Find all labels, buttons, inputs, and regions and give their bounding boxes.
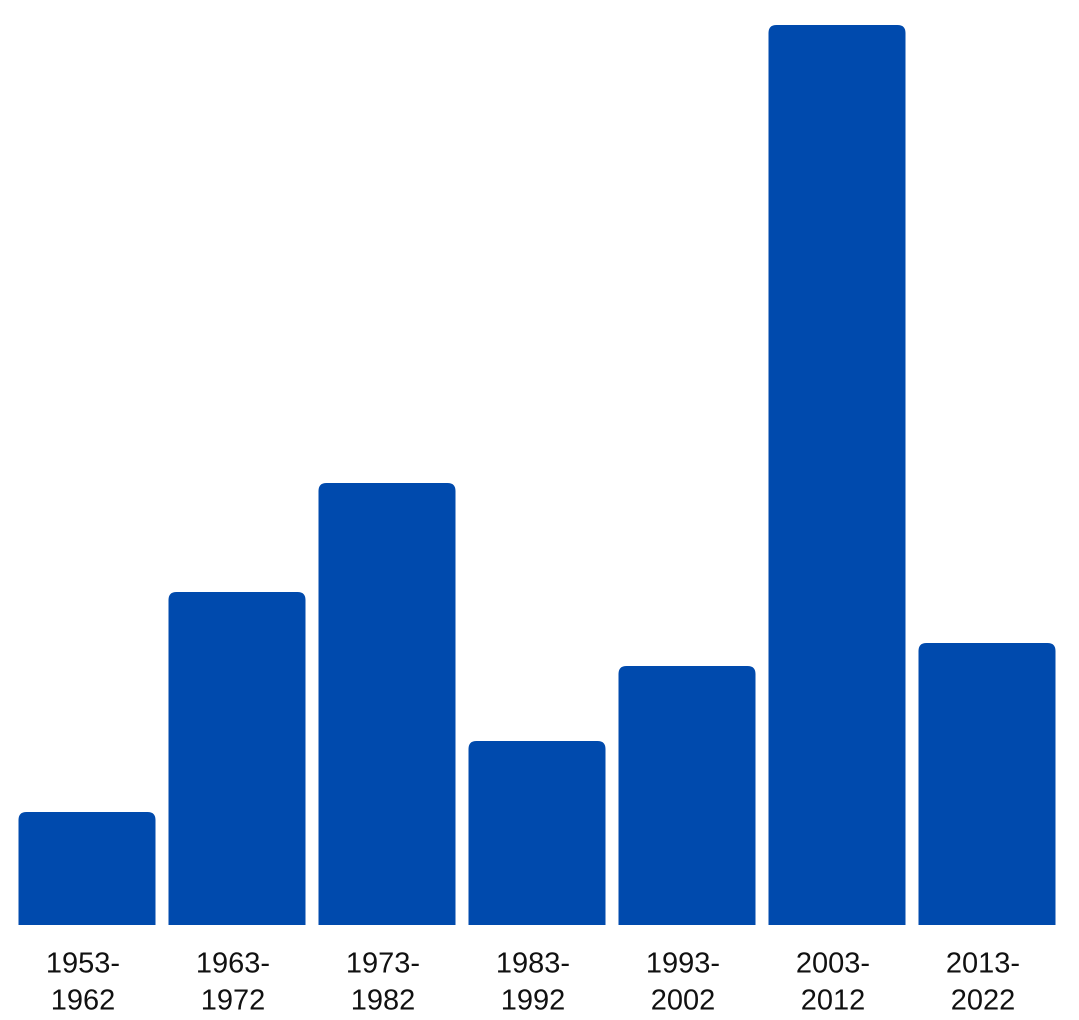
bar [618, 666, 756, 925]
x-tick-label: 1993- [646, 948, 720, 980]
bar [318, 483, 456, 925]
x-tick-label: 1962 [51, 985, 116, 1017]
x-tick-label: 1992 [501, 985, 566, 1017]
x-tick-label: 2013- [946, 948, 1020, 980]
x-tick-label: 1972 [201, 985, 266, 1017]
x-tick-label: 2003- [796, 948, 870, 980]
bar [468, 741, 606, 925]
x-tick-label: 2012 [801, 985, 866, 1017]
x-tick-label: 1963- [196, 948, 270, 980]
x-tick-label: 2002 [651, 985, 716, 1017]
x-tick-label: 1953- [46, 948, 120, 980]
bar [918, 643, 1056, 925]
bar [18, 812, 156, 925]
x-tick-label: 1982 [351, 985, 416, 1017]
x-tick-label: 1983- [496, 948, 570, 980]
x-tick-label: 2022 [951, 985, 1016, 1017]
x-tick-label: 1973- [346, 948, 420, 980]
bar [168, 592, 306, 925]
bar [768, 25, 906, 925]
